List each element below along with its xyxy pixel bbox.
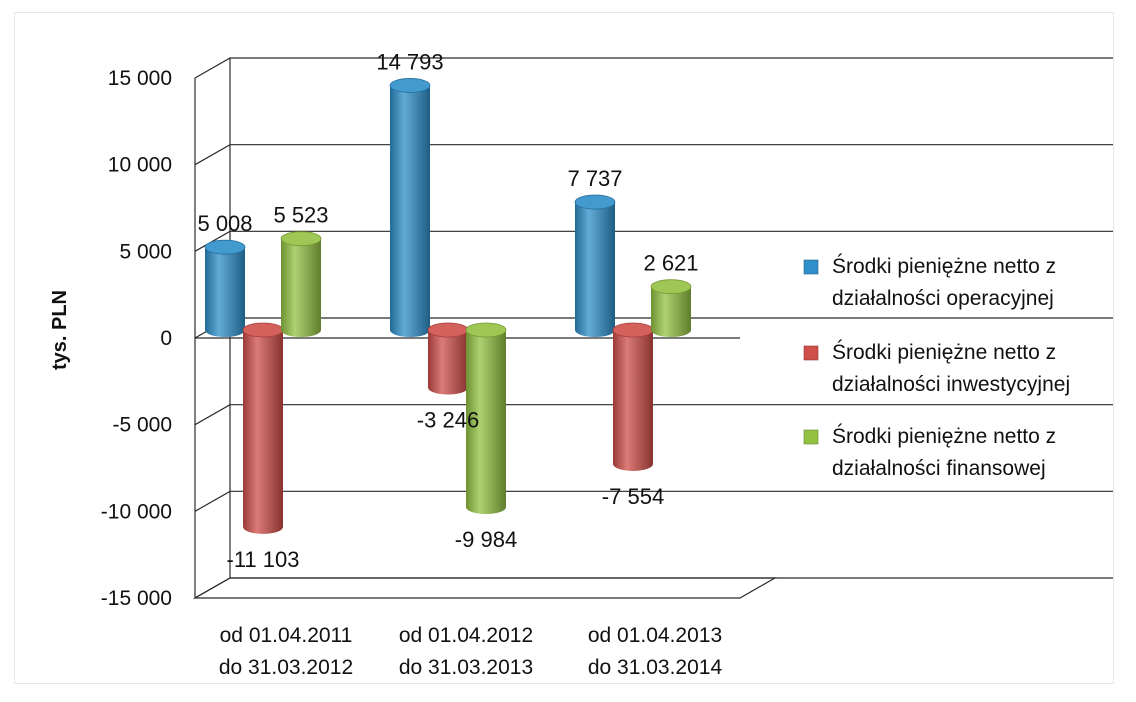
data-label: 5 523 [273,203,328,228]
x-axis-categories: od 01.04.2011 do 31.03.2012 od 01.04.2012 d… [219,624,723,679]
bar-cap [242,322,284,338]
bar [204,239,246,337]
category-label: do 31.03.2012 [219,656,353,679]
legend-item: Środki pieniężne netto z działalności fin… [803,424,1056,480]
y-axis-label: tys. PLN [49,290,71,370]
legend-label: Środki pieniężne netto z [832,424,1056,448]
bar-cap [280,231,322,247]
bar-body [651,286,691,337]
y-tick-label: -10 000 [101,500,172,523]
bar-body [281,238,321,337]
bar [612,322,654,471]
legend-label: działalności finansowej [832,457,1046,480]
bar [389,78,431,338]
bar-cap [427,322,469,338]
data-label: 2 621 [643,251,698,276]
bar-cap [389,78,431,93]
gridline [194,577,1113,599]
data-label: -11 103 [227,547,300,572]
bar-body [466,330,506,515]
legend-label: działalności operacyjnej [832,287,1054,310]
bar-body [243,330,283,534]
bar-body [205,247,245,337]
bar [242,322,284,534]
legend: Środki pieniężne netto z działalności ope… [803,254,1070,480]
chart-frame [14,12,1114,684]
gridline [194,490,1113,512]
y-tick-label: 15 000 [108,67,172,90]
y-tick-label: -5 000 [112,414,172,437]
bar [280,231,322,337]
y-tick-label: 5 000 [119,240,172,263]
legend-swatch [803,259,819,275]
data-label: -7 554 [602,484,664,509]
gridline [194,404,1113,426]
gridlines [194,57,1113,599]
bar-body [613,330,653,471]
data-label: 14 793 [376,49,443,74]
floor [192,577,778,599]
category-label: od 01.04.2012 [399,624,533,647]
y-tick-label: 0 [160,327,172,350]
bar-body [428,330,468,395]
y-tick-label: -15 000 [101,587,172,610]
legend-swatch [803,345,819,361]
bar [574,194,616,337]
bar-cap [612,322,654,338]
category-label: od 01.04.2011 [220,624,353,647]
data-label: 7 737 [567,166,622,191]
bar-cap [465,322,507,338]
legend-label: Środki pieniężne netto z [832,340,1056,364]
bar-cap [574,194,616,210]
gridline [194,230,1113,252]
bar [465,322,507,515]
data-label: 5 008 [197,211,252,236]
category-label: do 31.03.2014 [588,656,723,679]
data-label: -9 984 [455,527,517,552]
gridline [194,57,1113,79]
legend-swatch [803,429,819,445]
category-label: do 31.03.2013 [399,656,533,679]
gridline [194,144,1113,166]
bar [650,279,692,337]
data-label: -3 246 [417,408,479,433]
legend-label: Środki pieniężne netto z [832,254,1056,278]
bar-body [390,85,430,338]
bars [204,78,692,534]
legend-item: Środki pieniężne netto z działalności ope… [803,254,1056,310]
bar-cap [650,279,692,295]
category-label: od 01.04.2013 [588,624,722,647]
y-tick-label: 10 000 [108,154,172,177]
y-axis-ticks: 15 000 10 000 5 000 0 -5 000 -10 000 -15 000 [101,67,172,610]
bar-cap [204,239,246,255]
data-labels: 5 008 14 793 7 737 -11 103 -3 246 -7 554 5 523… [197,49,698,571]
bar [427,322,469,395]
legend-item: Środki pieniężne netto z działalności inw… [803,340,1070,396]
bar-body [575,202,615,337]
legend-label: działalności inwestycyjnej [832,373,1070,396]
